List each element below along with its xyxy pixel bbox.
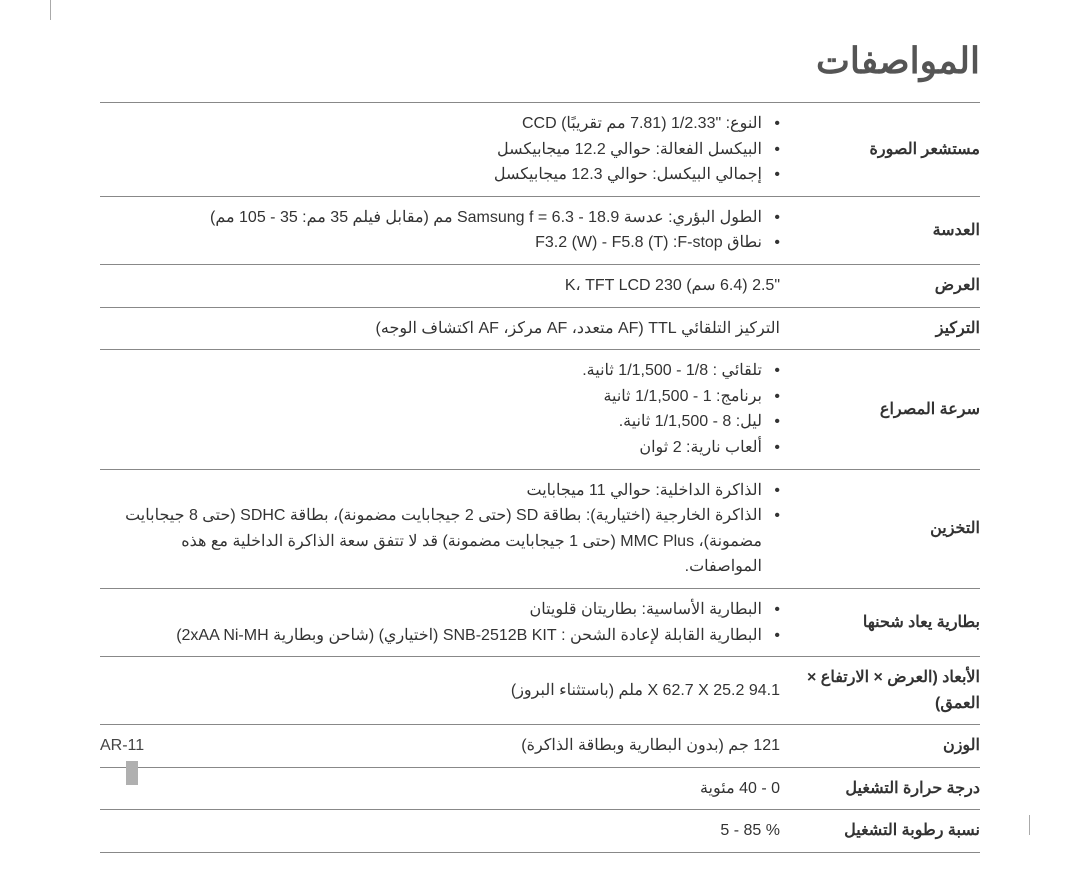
table-row: التخزينالذاكرة الداخلية: حوالي 11 ميجابا… bbox=[100, 469, 980, 588]
spec-value: البطارية الأساسية: بطاريتان قلويتانالبطا… bbox=[100, 588, 780, 656]
spec-bullet: الذاكرة الخارجية (اختيارية): بطاقة SD (ح… bbox=[108, 503, 780, 580]
page-number: AR-11 bbox=[100, 737, 144, 785]
spec-value: 121 جم (بدون البطارية وبطاقة الذاكرة) bbox=[100, 725, 780, 768]
spec-bullet: ليل: 8 - 1/1,500 ثانية. bbox=[108, 409, 780, 435]
spec-value: النوع: "1/2.33 (7.81 مم تقريبًا) CCDالبي… bbox=[100, 103, 780, 197]
spec-bullet: تلقائي : 1/8 - 1/1,500 ثانية. bbox=[108, 358, 780, 384]
spec-bullet: نطاق F3.2 (W) - F5.8 (T) :F-stop bbox=[108, 230, 780, 256]
spec-label: نسبة رطوبة التشغيل bbox=[780, 810, 980, 853]
spec-bullet: النوع: "1/2.33 (7.81 مم تقريبًا) CCD bbox=[108, 111, 780, 137]
spec-value: الطول البؤري: عدسة 18.9 - 6.3 = Samsung … bbox=[100, 196, 780, 264]
spec-label: مستشعر الصورة bbox=[780, 103, 980, 197]
spec-bullet: الطول البؤري: عدسة 18.9 - 6.3 = Samsung … bbox=[108, 205, 780, 231]
spec-label: الأبعاد (العرض × الارتفاع × العمق) bbox=[780, 657, 980, 725]
table-row: درجة حرارة التشغيل0 - 40 مئوية bbox=[100, 767, 980, 810]
spec-bullet: الذاكرة الداخلية: حوالي 11 ميجابايت bbox=[108, 478, 780, 504]
spec-label: التخزين bbox=[780, 469, 980, 588]
spec-label: العرض bbox=[780, 264, 980, 307]
table-row: الوزن121 جم (بدون البطارية وبطاقة الذاكر… bbox=[100, 725, 980, 768]
spec-bullet: برنامج: 1 - 1/1,500 ثانية bbox=[108, 384, 780, 410]
spec-label: سرعة المصراع bbox=[780, 350, 980, 469]
spec-value: % 85 - 5 bbox=[100, 810, 780, 853]
table-row: بطارية يعاد شحنهاالبطارية الأساسية: بطار… bbox=[100, 588, 980, 656]
spec-value: الذاكرة الداخلية: حوالي 11 ميجابايتالذاك… bbox=[100, 469, 780, 588]
table-row: العرض"2.5 (6.4 سم) 230 K، TFT LCD bbox=[100, 264, 980, 307]
spec-value: 0 - 40 مئوية bbox=[100, 767, 780, 810]
spec-label: درجة حرارة التشغيل bbox=[780, 767, 980, 810]
page-title: المواصفات bbox=[100, 40, 980, 82]
spec-value: تلقائي : 1/8 - 1/1,500 ثانية.برنامج: 1 -… bbox=[100, 350, 780, 469]
table-row: التركيزالتركيز التلقائي TTL (AF متعدد، A… bbox=[100, 307, 980, 350]
spec-bullet: ألعاب نارية: 2 ثوان bbox=[108, 435, 780, 461]
table-row: الأبعاد (العرض × الارتفاع × العمق)94.1 X… bbox=[100, 657, 980, 725]
table-row: العدسةالطول البؤري: عدسة 18.9 - 6.3 = Sa… bbox=[100, 196, 980, 264]
table-row: سرعة المصراعتلقائي : 1/8 - 1/1,500 ثانية… bbox=[100, 350, 980, 469]
footer-bar-icon bbox=[126, 761, 138, 785]
spec-bullet: إجمالي البيكسل: حوالي 12.3 ميجابيكسل bbox=[108, 162, 780, 188]
specifications-table: مستشعر الصورةالنوع: "1/2.33 (7.81 مم تقر… bbox=[100, 102, 980, 853]
spec-bullet: البيكسل الفعالة: حوالي 12.2 ميجابيكسل bbox=[108, 137, 780, 163]
spec-label: الوزن bbox=[780, 725, 980, 768]
spec-value: "2.5 (6.4 سم) 230 K، TFT LCD bbox=[100, 264, 780, 307]
spec-label: بطارية يعاد شحنها bbox=[780, 588, 980, 656]
spec-value: 94.1 X 62.7 X 25.2 ملم (باستثناء البروز) bbox=[100, 657, 780, 725]
spec-label: العدسة bbox=[780, 196, 980, 264]
spec-label: التركيز bbox=[780, 307, 980, 350]
table-row: نسبة رطوبة التشغيل% 85 - 5 bbox=[100, 810, 980, 853]
spec-value: التركيز التلقائي TTL (AF متعدد، AF مركز،… bbox=[100, 307, 780, 350]
spec-bullet: البطارية الأساسية: بطاريتان قلويتان bbox=[108, 597, 780, 623]
table-row: مستشعر الصورةالنوع: "1/2.33 (7.81 مم تقر… bbox=[100, 103, 980, 197]
spec-bullet: البطارية القابلة لإعادة الشحن : SNB-2512… bbox=[108, 623, 780, 649]
